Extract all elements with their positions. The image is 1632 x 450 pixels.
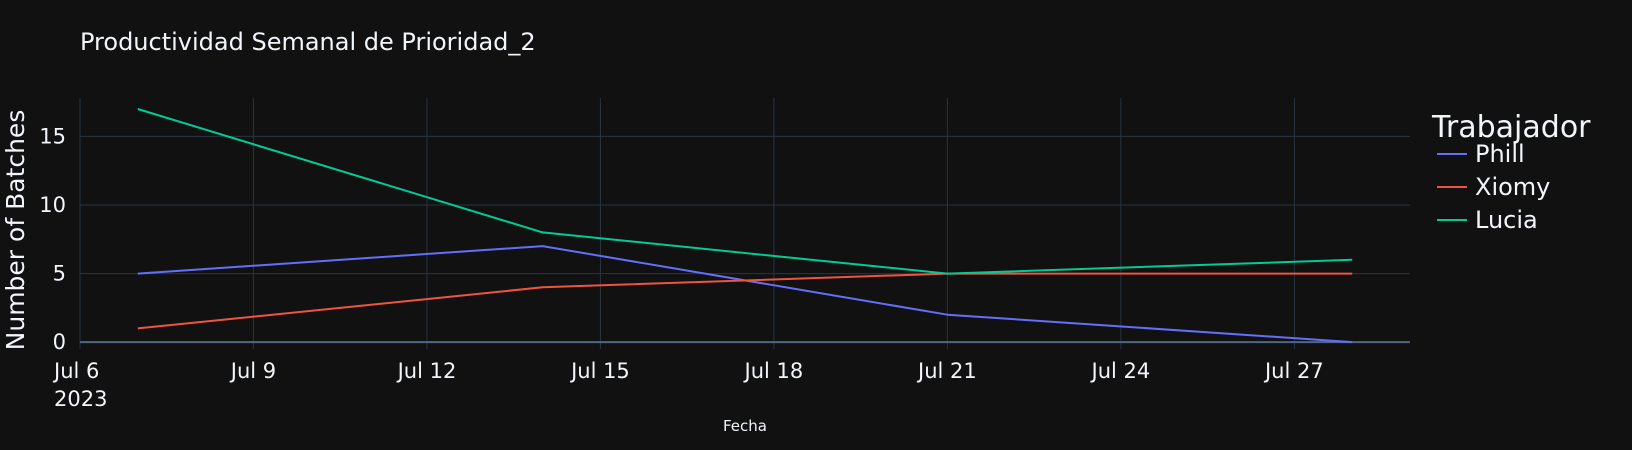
legend-label: Phill [1475,140,1525,168]
chart-title: Productividad Semanal de Prioridad_2 [80,28,536,56]
x-axis-ticks: Jul 6 2023 Jul 9 Jul 12 Jul 15 Jul 18 Jul 21 Ju… [52,359,1324,411]
legend[interactable]: Trabajador Phill Xiomy Lucia [1431,110,1591,234]
series-lines [137,108,1353,344]
series-line-xiomy[interactable] [137,272,1353,330]
x-tick-label: Jul 21 [916,359,977,383]
x-tick-label: Jul 15 [569,359,630,383]
x-tick-year-label: 2023 [54,387,107,411]
legend-title: Trabajador [1431,110,1591,145]
legend-item-phill[interactable]: Phill [1437,140,1525,168]
y-axis-title: Number of Batches [1,110,30,351]
y-tick-label: 5 [53,262,66,286]
legend-label: Lucia [1475,206,1538,234]
x-tick-label: Jul 12 [396,359,457,383]
legend-item-lucia[interactable]: Lucia [1437,206,1538,234]
x-axis-title: Fecha [723,417,767,435]
legend-label: Xiomy [1475,173,1550,201]
y-tick-label: 0 [53,330,66,354]
x-tick-label: Jul 6 [52,359,99,383]
y-tick-label: 15 [39,124,66,148]
x-tick-label: Jul 27 [1263,359,1324,383]
x-tick-label: Jul 18 [743,359,804,383]
y-axis-ticks: 0 5 10 15 [39,124,66,354]
x-tick-label: Jul 9 [229,359,276,383]
y-tick-label: 10 [39,193,66,217]
x-tick-label: Jul 24 [1090,359,1151,383]
series-line-lucia[interactable] [137,108,1353,275]
legend-item-xiomy[interactable]: Xiomy [1437,173,1550,201]
